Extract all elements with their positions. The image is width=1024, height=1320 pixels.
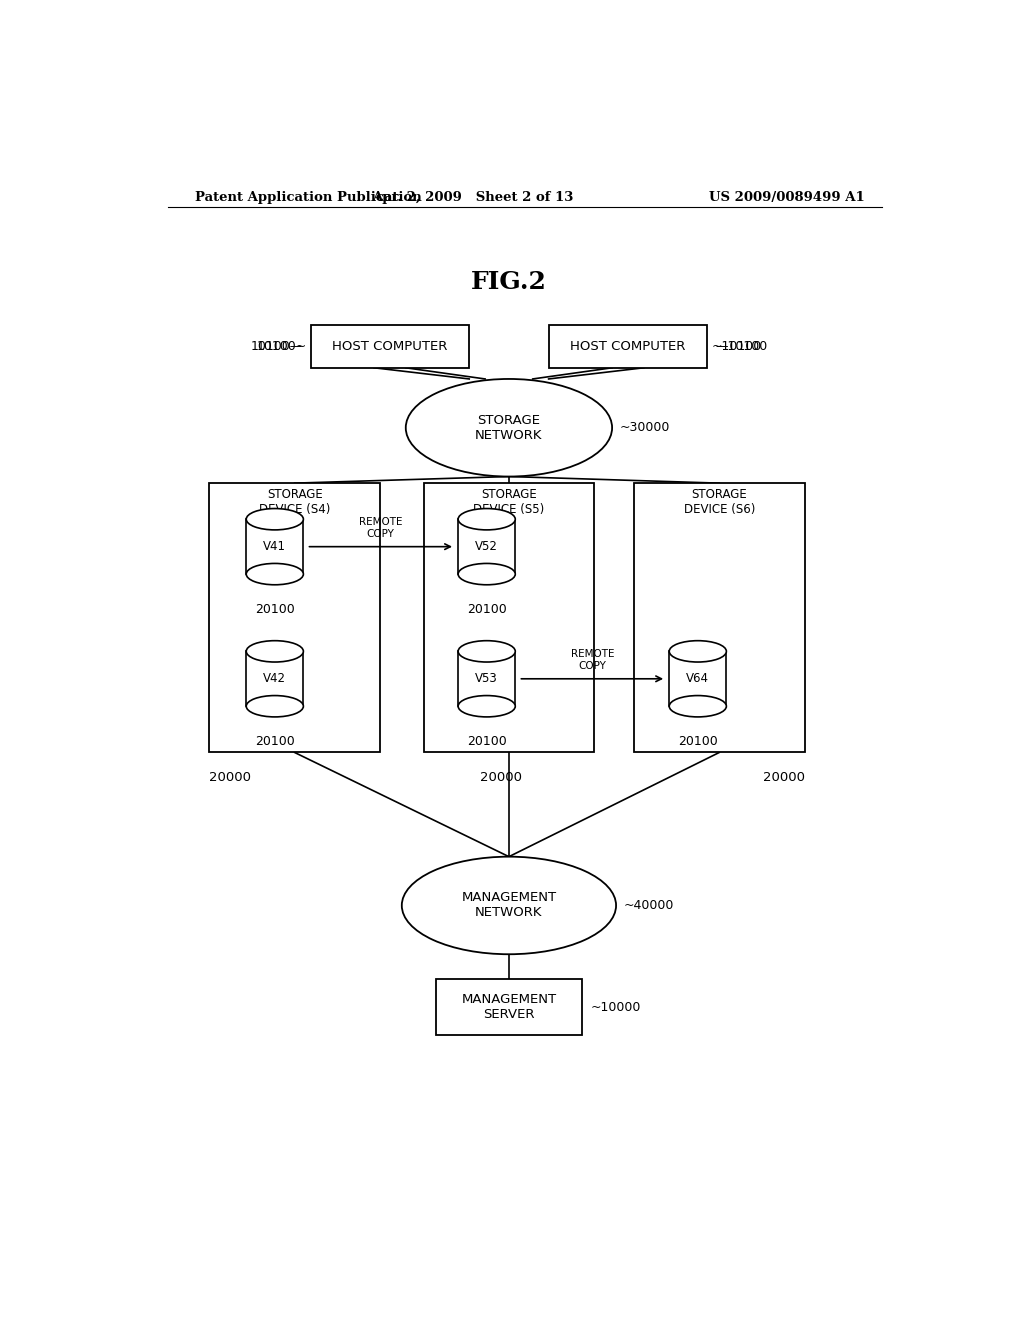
Ellipse shape bbox=[246, 564, 303, 585]
Text: STORAGE
NETWORK: STORAGE NETWORK bbox=[475, 413, 543, 442]
Text: HOST COMPUTER: HOST COMPUTER bbox=[570, 341, 686, 352]
Text: 20000: 20000 bbox=[209, 771, 251, 784]
Text: REMOTE
COPY: REMOTE COPY bbox=[570, 649, 614, 671]
Text: 20100: 20100 bbox=[255, 735, 295, 748]
Text: US 2009/0089499 A1: US 2009/0089499 A1 bbox=[709, 190, 864, 203]
Text: 20000: 20000 bbox=[480, 771, 522, 784]
Ellipse shape bbox=[670, 696, 726, 717]
Text: V42: V42 bbox=[263, 672, 287, 685]
Bar bbox=[246, 651, 303, 706]
Bar bbox=[634, 483, 805, 752]
Text: ~10000: ~10000 bbox=[590, 1001, 641, 1014]
Ellipse shape bbox=[246, 696, 303, 717]
Ellipse shape bbox=[246, 640, 303, 663]
Ellipse shape bbox=[458, 508, 515, 529]
Text: STORAGE
DEVICE (S6): STORAGE DEVICE (S6) bbox=[684, 488, 755, 516]
Text: MANAGEMENT
NETWORK: MANAGEMENT NETWORK bbox=[462, 891, 556, 920]
Text: STORAGE
DEVICE (S4): STORAGE DEVICE (S4) bbox=[259, 488, 331, 516]
Ellipse shape bbox=[458, 640, 515, 663]
Text: V64: V64 bbox=[686, 672, 710, 685]
Ellipse shape bbox=[406, 379, 612, 477]
Text: 20100: 20100 bbox=[678, 735, 718, 748]
Ellipse shape bbox=[246, 508, 303, 529]
Text: MANAGEMENT
SERVER: MANAGEMENT SERVER bbox=[462, 993, 556, 1022]
Bar bbox=[435, 979, 583, 1035]
Text: 10100~: 10100~ bbox=[256, 341, 306, 352]
Text: 20000: 20000 bbox=[763, 771, 805, 784]
Text: 20100: 20100 bbox=[467, 603, 507, 616]
Text: ~40000: ~40000 bbox=[624, 899, 675, 912]
Ellipse shape bbox=[401, 857, 616, 954]
Bar bbox=[310, 325, 469, 368]
Text: STORAGE
DEVICE (S5): STORAGE DEVICE (S5) bbox=[473, 488, 545, 516]
Bar bbox=[246, 519, 303, 574]
Text: HOST COMPUTER: HOST COMPUTER bbox=[332, 341, 447, 352]
Text: 10100—: 10100— bbox=[250, 341, 303, 352]
Bar bbox=[209, 483, 380, 752]
Text: REMOTE
COPY: REMOTE COPY bbox=[359, 517, 402, 539]
Text: V53: V53 bbox=[475, 672, 498, 685]
Text: Patent Application Publication: Patent Application Publication bbox=[196, 190, 422, 203]
Bar bbox=[458, 519, 515, 574]
Ellipse shape bbox=[458, 564, 515, 585]
Bar bbox=[424, 483, 594, 752]
Ellipse shape bbox=[458, 696, 515, 717]
Text: V52: V52 bbox=[475, 540, 498, 553]
Bar bbox=[670, 651, 726, 706]
Bar bbox=[458, 651, 515, 706]
Bar bbox=[549, 325, 708, 368]
Text: Apr. 2, 2009   Sheet 2 of 13: Apr. 2, 2009 Sheet 2 of 13 bbox=[373, 190, 573, 203]
Text: ~30000: ~30000 bbox=[620, 421, 671, 434]
Text: V41: V41 bbox=[263, 540, 287, 553]
Text: ~10100: ~10100 bbox=[712, 341, 762, 352]
Text: 20100: 20100 bbox=[255, 603, 295, 616]
Text: —10100: —10100 bbox=[715, 341, 768, 352]
Ellipse shape bbox=[670, 640, 726, 663]
Text: FIG.2: FIG.2 bbox=[471, 271, 547, 294]
Text: 20100: 20100 bbox=[467, 735, 507, 748]
